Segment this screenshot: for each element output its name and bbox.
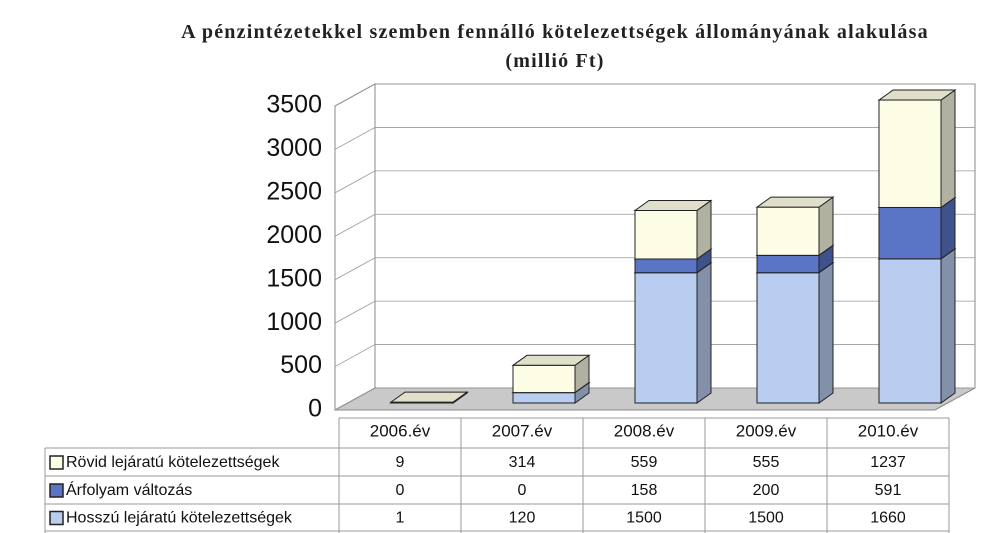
- legend-label: Rövid lejáratú kötelezettségek: [66, 454, 280, 471]
- grid-line: [334, 170, 975, 194]
- bar-side: [940, 89, 956, 209]
- legend-label: Hosszú lejáratú kötelezettségek: [66, 510, 293, 527]
- y-tick-label: 1000: [266, 308, 322, 336]
- x-tick-label: 2010.év: [858, 421, 919, 440]
- bar-top: [511, 354, 591, 366]
- grid-line: [334, 83, 975, 107]
- y-tick-label: 2500: [266, 177, 322, 205]
- bar-top: [755, 196, 835, 208]
- side-wall: [334, 83, 376, 411]
- bar: [756, 206, 820, 256]
- legend-label: Árfolyam változás: [66, 480, 192, 499]
- bar-top: [389, 391, 469, 403]
- table-value: 0: [518, 482, 527, 499]
- table-value: 1500: [748, 510, 784, 527]
- x-tick-label: 2009.év: [736, 421, 797, 440]
- legend-swatch: [49, 455, 64, 470]
- bar: [756, 272, 820, 404]
- bar: [756, 254, 820, 274]
- table-value: 559: [631, 454, 658, 471]
- table-value: 1: [396, 510, 405, 527]
- table-value: 314: [509, 454, 536, 471]
- x-tick-label: 2008.év: [614, 421, 675, 440]
- legend-swatch: [49, 483, 64, 498]
- bar: [512, 392, 576, 404]
- table-value: 9: [396, 454, 405, 471]
- table-value: 0: [396, 482, 405, 499]
- table-value: 1660: [870, 510, 906, 527]
- bar: [878, 99, 942, 208]
- table-value: 120: [509, 510, 536, 527]
- bar-side: [940, 196, 956, 260]
- bar-side: [940, 247, 956, 404]
- bar: [878, 258, 942, 404]
- table-value: 158: [631, 482, 658, 499]
- x-tick-label: 2006.év: [370, 421, 431, 440]
- bar-top: [633, 199, 713, 211]
- bar-side: [818, 261, 834, 404]
- legend-swatch: [49, 510, 64, 526]
- table-value: 1237: [870, 454, 906, 471]
- table-value: 200: [753, 482, 780, 499]
- bar: [512, 364, 576, 394]
- bar: [634, 209, 698, 260]
- y-tick-label: 3500: [266, 91, 322, 119]
- chart-title: A pénzintézetekkel szemben fennálló köte…: [181, 21, 929, 72]
- x-tick-label: 2007.év: [492, 421, 553, 440]
- bar: [634, 272, 698, 404]
- y-tick-label: 0: [308, 395, 322, 423]
- y-tick-label: 2000: [266, 221, 322, 249]
- table-value: 591: [875, 482, 902, 499]
- table-value: 1500: [626, 510, 662, 527]
- y-tick-label: 1500: [266, 264, 322, 292]
- bar-top: [877, 89, 957, 101]
- bar: [878, 206, 942, 260]
- y-tick-label: 500: [280, 351, 322, 379]
- grid-line: [334, 127, 975, 150]
- bar: [634, 258, 698, 274]
- bar-side: [696, 261, 712, 404]
- table-value: 555: [753, 454, 780, 471]
- y-tick-label: 3000: [266, 134, 322, 162]
